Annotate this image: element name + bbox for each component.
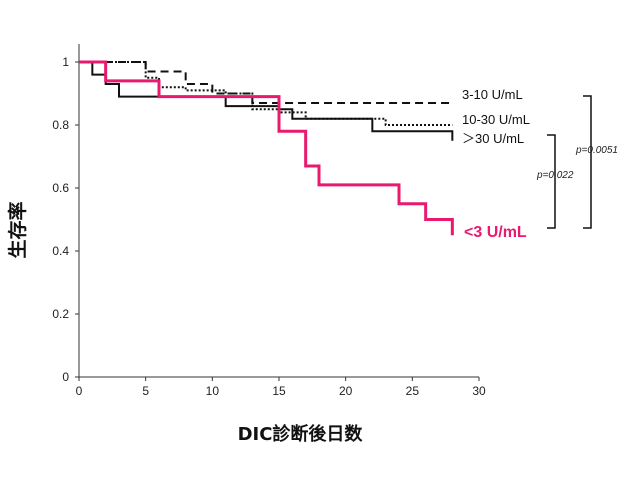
legend-label-3: <3 U/mL bbox=[464, 224, 527, 241]
x-tick-label: 30 bbox=[472, 384, 486, 398]
x-tick-label: 15 bbox=[272, 384, 286, 398]
series-lines bbox=[79, 60, 454, 236]
series-line-3 bbox=[79, 60, 454, 236]
series-line-1 bbox=[79, 61, 453, 126]
axes bbox=[75, 44, 480, 381]
legend: 3-10 U/mL 10-30 U/mL ＞30 U/mL <3 U/mL bbox=[462, 87, 530, 241]
legend-label-1: 10-30 U/mL bbox=[462, 112, 530, 127]
y-tick-label: 0.4 bbox=[52, 244, 69, 258]
x-tick-label: 5 bbox=[142, 384, 149, 398]
x-tick-label: 10 bbox=[206, 384, 220, 398]
legend-label-2: ＞30 U/mL bbox=[462, 131, 524, 146]
tick-labels: 0 5 10 15 20 25 30 0 0.2 0.4 0.6 0.8 1 bbox=[52, 55, 486, 398]
p-value-outer: p=0.0051 bbox=[575, 145, 618, 156]
y-tick-label: 0.2 bbox=[52, 307, 69, 321]
y-tick-label: 0.6 bbox=[52, 181, 69, 195]
x-tick-label: 0 bbox=[76, 384, 83, 398]
legend-label-0: 3-10 U/mL bbox=[462, 87, 523, 102]
bracket-outer bbox=[583, 95, 592, 229]
p-value-inner: p=0.022 bbox=[536, 170, 574, 181]
y-tick-label: 1 bbox=[62, 55, 69, 69]
x-axis-title: DIC診断後日数 bbox=[238, 423, 364, 445]
series-line-2 bbox=[79, 61, 454, 141]
x-tick-label: 25 bbox=[406, 384, 420, 398]
y-tick-label: 0 bbox=[62, 370, 69, 384]
y-axis-title: 生存率 bbox=[6, 201, 29, 258]
y-tick-label: 0.8 bbox=[52, 118, 69, 132]
x-tick-label: 20 bbox=[339, 384, 353, 398]
bracket-inner bbox=[547, 134, 556, 229]
p-value-annotations: p=0.022 p=0.0051 bbox=[536, 95, 618, 229]
